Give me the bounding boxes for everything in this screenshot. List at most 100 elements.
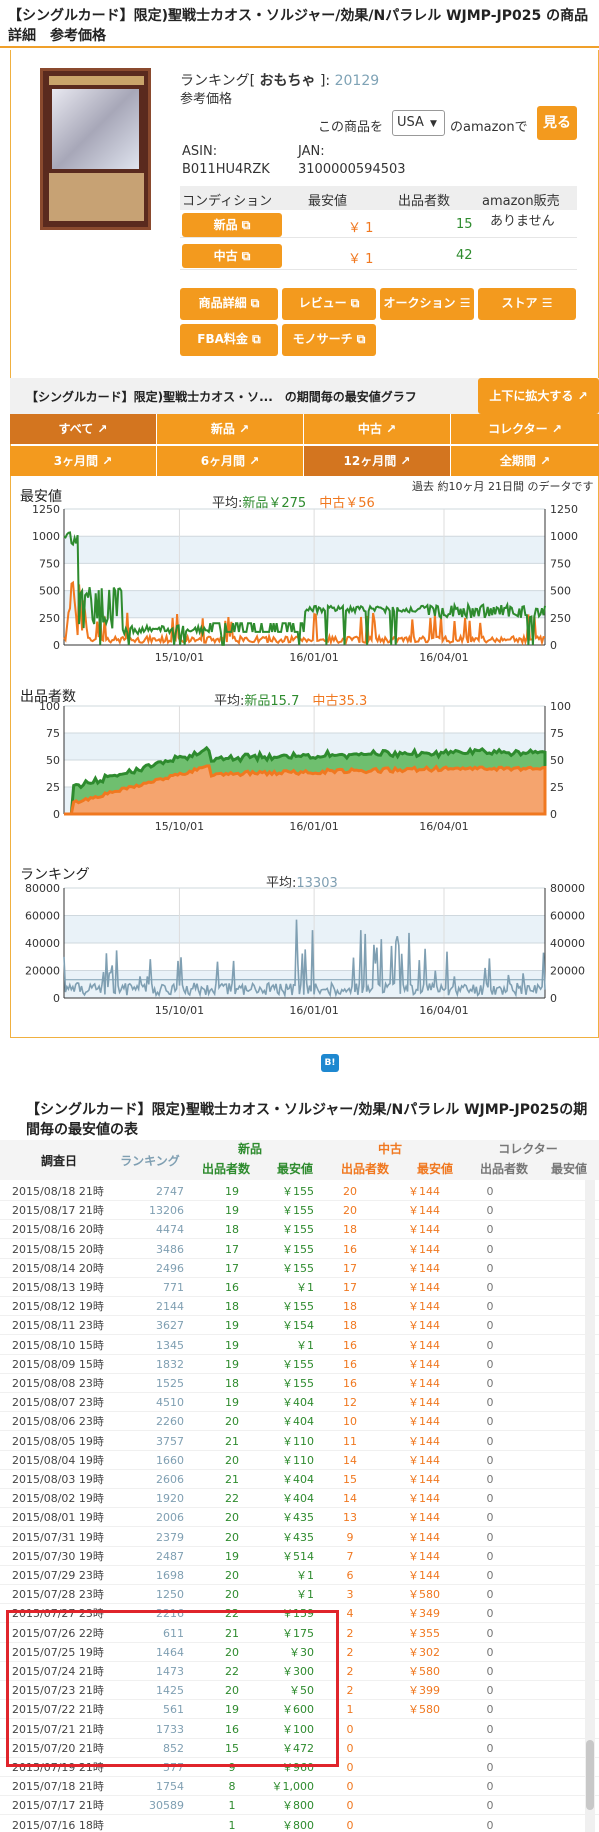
cell-collector-sellers: 0 — [486, 1204, 494, 1218]
cell-used-sellers: 2 — [346, 1645, 354, 1659]
cell-rank: 611 — [163, 1626, 184, 1640]
cell-used-sellers: 10 — [343, 1415, 357, 1429]
table-row: 2015/08/17 21時 13206 19 ￥155 20 ￥144 0 — [0, 1201, 599, 1221]
ranking-category[interactable]: おもちゃ — [259, 73, 316, 89]
cell-used-price: ￥399 — [408, 1684, 440, 1698]
cell-date: 2015/08/16 20時 — [12, 1223, 104, 1237]
cell-used-sellers: 18 — [343, 1319, 357, 1333]
asin-label: ASIN: — [182, 144, 218, 159]
external-link-icon: ⧉ — [237, 218, 251, 232]
tab-used[interactable]: 中古 ↗ — [304, 414, 451, 444]
review-button[interactable]: レビュー ⧉ — [282, 288, 376, 320]
cell-new-price: ￥1 — [296, 1569, 314, 1582]
expand-graph-button[interactable]: 上下に拡大する ↗ — [478, 378, 599, 414]
ranking-value: 20129 — [334, 73, 380, 89]
cell-new-price: ￥435 — [282, 1511, 314, 1525]
tab-all-period[interactable]: 全期間 ↗ — [451, 446, 599, 476]
cell-new-sellers: 18 — [225, 1377, 239, 1390]
auction-button[interactable]: オークション ☰ — [380, 288, 474, 320]
cell-used-sellers: 18 — [343, 1223, 357, 1237]
store-button[interactable]: ストア ☰ — [478, 288, 576, 320]
series-new-line — [63, 531, 546, 646]
cell-collector-sellers: 0 — [486, 1588, 494, 1602]
tab-6-months[interactable]: 6ヶ月間 ↗ — [157, 446, 304, 476]
th-new-price: 最安値 — [276, 1162, 313, 1176]
tab-all[interactable]: すべて ↗ — [10, 414, 157, 444]
cell-used-price: ￥144 — [408, 1300, 440, 1314]
cell-used-sellers: 16 — [343, 1242, 357, 1256]
cell-new-price: ￥155 — [282, 1204, 314, 1218]
price-xtick: 16/04/01 — [419, 651, 468, 664]
condition-new-button[interactable]: 新品 ⧉ — [182, 213, 282, 237]
tab-3-months[interactable]: 3ヶ月間 ↗ — [10, 446, 157, 476]
fba-fee-label: FBA料金 — [197, 332, 248, 346]
cell-used-price: ￥144 — [408, 1453, 440, 1467]
cell-new-sellers: 19 — [225, 1703, 239, 1717]
cell-date: 2015/07/26 22時 — [12, 1626, 104, 1640]
cell-used-sellers: 4 — [346, 1607, 354, 1621]
table-title: 【シングルカード】限定)聖戦士カオス・ソルジャー/効果/Nパラレル WJMP-J… — [26, 1102, 588, 1138]
cell-collector-sellers: 0 — [486, 1818, 494, 1832]
cell-new-price: ￥155 — [282, 1185, 314, 1198]
cell-date: 2015/08/10 15時 — [12, 1338, 104, 1352]
product-detail-button[interactable]: 商品詳細 ⧉ — [180, 288, 278, 320]
cell-collector-sellers: 0 — [486, 1453, 494, 1467]
cell-used-price: ￥144 — [408, 1530, 440, 1544]
price-ytick-left: 500 — [39, 585, 60, 598]
table-row: 2015/08/15 20時 3486 17 ￥155 16 ￥144 0 — [0, 1240, 599, 1259]
cell-new-sellers: 17 — [225, 1261, 239, 1275]
product-image[interactable] — [40, 68, 151, 230]
cell-new-sellers: 20 — [225, 1684, 239, 1698]
tab-new[interactable]: 新品 ↗ — [157, 414, 304, 444]
cell-used-sellers: 0 — [346, 1761, 354, 1774]
condition-used-button[interactable]: 中古 ⧉ — [182, 244, 282, 268]
table-row: 2015/08/12 19時 2144 18 ￥155 18 ￥144 0 — [0, 1297, 599, 1317]
tab-collector[interactable]: コレクター ↗ — [451, 414, 599, 444]
fba-fee-button[interactable]: FBA料金 ⧉ — [180, 324, 278, 356]
ranking-chart: 80000 80000 60000 60000 40000 40000 20000 20000… — [25, 884, 585, 1017]
cell-new-price: ￥154 — [282, 1319, 314, 1333]
table-row: 2015/07/18 21時 1754 8 ￥1,000 0 0 — [0, 1777, 599, 1797]
table-row: 2015/08/16 20時 4474 18 ￥155 18 ￥144 0 — [0, 1220, 599, 1240]
tab-12-months[interactable]: 12ヶ月間 ↗ — [304, 446, 451, 476]
th-date: 調査日 — [40, 1154, 77, 1168]
scrollbar-thumb[interactable] — [586, 1740, 594, 1810]
cell-new-price: ￥404 — [282, 1492, 314, 1506]
cell-rank: 1250 — [156, 1588, 184, 1602]
country-select[interactable]: USA ▼ — [392, 110, 445, 136]
hatena-bookmark-button[interactable]: B! — [321, 1054, 339, 1072]
cell-collector-sellers: 0 — [486, 1761, 494, 1774]
ranking-avg-value: 13303 — [296, 876, 338, 891]
cell-new-price: ￥100 — [282, 1722, 314, 1736]
cell-collector-sellers: 0 — [486, 1377, 494, 1390]
cell-used-price: ￥144 — [408, 1549, 440, 1563]
cell-new-price: ￥800 — [282, 1818, 314, 1832]
cell-new-sellers: 20 — [225, 1645, 239, 1659]
table-row: 2015/07/30 19時 2487 19 ￥514 7 ￥144 0 — [0, 1547, 599, 1566]
cell-new-price: ￥472 — [282, 1741, 314, 1755]
cell-new-price: ￥300 — [282, 1665, 314, 1678]
amazon-view-button[interactable]: 見る — [537, 106, 577, 140]
graph-header-title: 【シングルカード】限定)聖戦士カオス・ソ... の期間毎の最安値グラフ — [26, 390, 417, 404]
price-ytick-left: 0 — [53, 639, 60, 652]
cell-used-sellers: 6 — [346, 1569, 354, 1582]
sellers-chart-avg: 平均:新品15.7 中古35.3 — [214, 690, 367, 709]
sellers-xtick: 16/04/01 — [419, 820, 468, 833]
product-title: 【シングルカード】限定)聖戦士カオス・ソルジャー/効果/Nパラレル WJMP-J… — [8, 8, 589, 44]
cell-collector-sellers: 0 — [486, 1645, 494, 1659]
cell-new-price: ￥110 — [282, 1453, 314, 1467]
cell-rank: 1425 — [156, 1684, 184, 1698]
cell-new-sellers: 16 — [225, 1722, 239, 1736]
trend-icon: ↗ — [535, 454, 551, 468]
sellers-ytick-right: 50 — [550, 754, 564, 767]
cell-rank: 1920 — [156, 1492, 184, 1506]
trend-icon: ↗ — [573, 389, 588, 403]
ranking-xtick: 15/10/01 — [155, 1004, 204, 1017]
monosearch-button[interactable]: モノサーチ ⧉ — [282, 324, 376, 356]
table-row: 2015/07/21 21時 1733 16 ￥100 0 0 — [0, 1720, 599, 1739]
table-scrollbar[interactable] — [585, 1180, 595, 1832]
tab-used-label: 中古 — [357, 422, 382, 436]
cell-new-sellers: 20 — [225, 1511, 239, 1525]
cell-date: 2015/07/16 18時 — [12, 1818, 104, 1832]
cell-collector-sellers: 0 — [486, 1549, 494, 1563]
